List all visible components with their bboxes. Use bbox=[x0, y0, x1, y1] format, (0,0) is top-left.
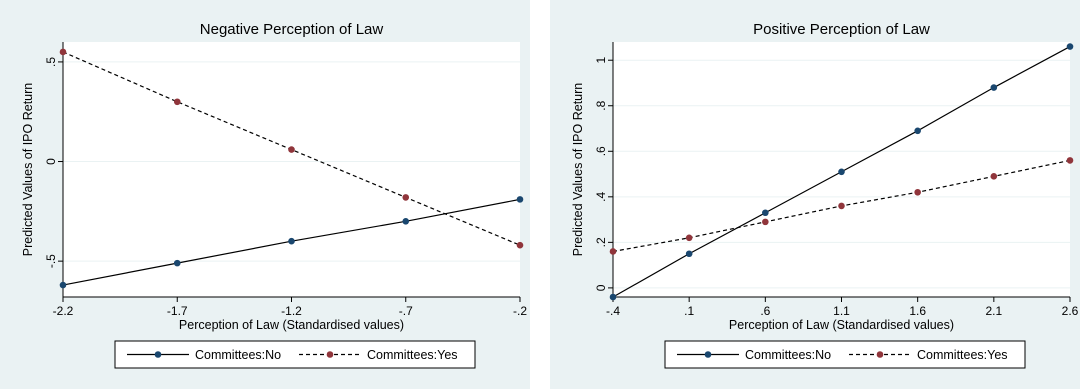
x-tick-label: 2.6 bbox=[1062, 304, 1079, 318]
data-point bbox=[173, 259, 181, 267]
data-point bbox=[990, 84, 998, 91]
y-tick-label: .2 bbox=[594, 237, 608, 247]
chart-title: Positive Perception of Law bbox=[753, 21, 930, 38]
y-tick-label: 0 bbox=[594, 284, 608, 291]
data-point bbox=[609, 293, 617, 301]
x-tick-label: -.7 bbox=[399, 304, 413, 318]
x-tick-label: .1 bbox=[684, 304, 694, 318]
legend-marker bbox=[326, 351, 334, 358]
y-tick-label: -.5 bbox=[44, 254, 58, 268]
x-tick-label: -.4 bbox=[606, 304, 620, 318]
data-point bbox=[516, 241, 524, 249]
y-axis-label: Predicted Values of IPO Return bbox=[571, 83, 585, 257]
x-tick-label: .6 bbox=[760, 304, 770, 318]
y-tick-label: .4 bbox=[594, 191, 608, 201]
data-point bbox=[990, 173, 998, 180]
data-point bbox=[173, 98, 181, 106]
data-point bbox=[762, 218, 769, 226]
chart-title: Negative Perception of Law bbox=[200, 21, 384, 38]
chart-panel-positive: Positive Perception of Law 0 .2 .4 .6 .8 1 -.4.… bbox=[550, 0, 1080, 389]
legend-label: Committees:Yes bbox=[917, 348, 1008, 362]
chart-svg: Positive Perception of Law 0 .2 .4 .6 .8 1 -.4.… bbox=[550, 0, 1080, 389]
y-tick-label: 1 bbox=[594, 57, 608, 64]
legend-marker bbox=[876, 351, 884, 358]
x-tick-label: -1.7 bbox=[167, 304, 188, 318]
data-point bbox=[402, 194, 410, 201]
data-point bbox=[402, 217, 410, 225]
x-tick-label: 2.1 bbox=[985, 304, 1002, 318]
data-point bbox=[685, 250, 693, 258]
chart-svg: Negative Perception of Law .5 0 -.5 -2.2 -1.7… bbox=[0, 0, 530, 389]
x-tick-label: -1.2 bbox=[281, 304, 302, 318]
data-point bbox=[1066, 157, 1074, 164]
x-tick-label: -2.2 bbox=[53, 304, 74, 318]
x-tick-label: 1.1 bbox=[833, 304, 850, 318]
data-point bbox=[838, 202, 845, 210]
plot-area bbox=[63, 42, 520, 297]
data-point bbox=[838, 168, 845, 176]
data-point bbox=[914, 127, 921, 135]
legend-label: Committees:No bbox=[195, 348, 281, 362]
data-point bbox=[762, 209, 769, 217]
x-axis-label: Perception of Law (Standardised values) bbox=[729, 318, 954, 332]
data-point bbox=[59, 48, 67, 56]
x-tick-label: 1.6 bbox=[909, 304, 926, 318]
x-axis-label: Perception of Law (Standardised values) bbox=[179, 318, 404, 332]
data-point bbox=[685, 234, 693, 242]
chart-panel-negative: Negative Perception of Law .5 0 -.5 -2.2 -1.7… bbox=[0, 0, 530, 389]
legend-marker bbox=[704, 351, 712, 358]
y-tick-label: .6 bbox=[594, 146, 608, 156]
y-axis-label: Predicted Values of IPO Return bbox=[21, 83, 35, 257]
data-point bbox=[1066, 43, 1074, 50]
y-tick-label: 0 bbox=[44, 158, 58, 165]
legend-marker bbox=[154, 351, 162, 358]
y-tick-label: .8 bbox=[594, 100, 608, 110]
x-tick-label: -.2 bbox=[513, 304, 527, 318]
legend-label: Committees:No bbox=[745, 348, 831, 362]
data-point bbox=[288, 146, 295, 153]
data-point bbox=[59, 281, 67, 289]
data-point bbox=[288, 237, 295, 245]
legend-label: Committees:Yes bbox=[367, 348, 458, 362]
data-point bbox=[914, 188, 921, 196]
y-tick-label: .5 bbox=[44, 57, 58, 67]
data-point bbox=[516, 196, 524, 203]
data-point bbox=[609, 248, 617, 255]
